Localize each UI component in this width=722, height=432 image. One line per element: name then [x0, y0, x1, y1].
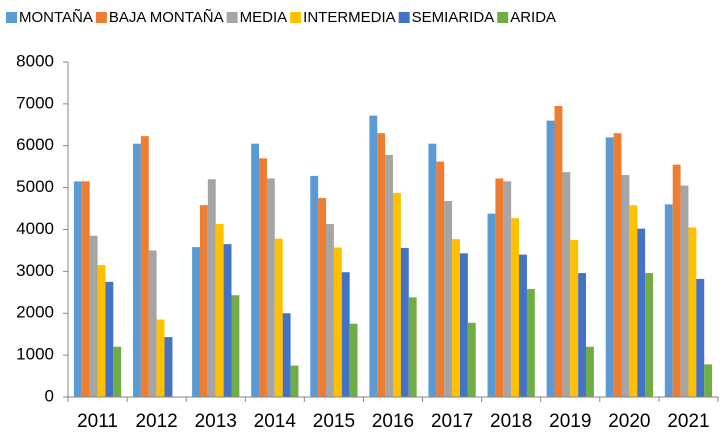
bar — [223, 244, 232, 397]
bar — [81, 181, 90, 397]
y-tick-label: 5000 — [16, 177, 54, 196]
bar — [326, 224, 334, 397]
legend-swatch — [226, 12, 238, 23]
bar — [207, 179, 216, 397]
bar — [621, 175, 630, 397]
bar — [511, 218, 520, 397]
x-tick-label: 2019 — [549, 411, 591, 432]
bar — [393, 193, 401, 397]
bar — [688, 227, 697, 397]
bar — [192, 247, 200, 397]
bar — [369, 115, 378, 397]
bar — [274, 238, 283, 397]
bar — [97, 265, 106, 397]
legend-swatch — [95, 12, 107, 23]
x-tick-label: 2012 — [135, 411, 177, 432]
bar — [148, 250, 157, 397]
y-tick-label: 7000 — [16, 93, 54, 112]
bar — [341, 272, 350, 397]
bar — [156, 319, 165, 397]
bar — [333, 247, 342, 397]
y-tick-label: 4000 — [16, 219, 54, 238]
bar — [133, 143, 141, 397]
legend-label: INTERMEDIA — [303, 9, 396, 26]
x-tick-label: 2013 — [195, 411, 237, 432]
legend-swatch — [497, 12, 509, 23]
legend-swatch — [398, 12, 410, 23]
bar — [519, 254, 527, 397]
bar — [428, 143, 437, 397]
bar — [436, 161, 445, 397]
bar — [282, 313, 291, 397]
x-tick-label: 2020 — [608, 411, 650, 432]
legend-label: MONTAÑA — [19, 9, 93, 26]
bar — [259, 158, 267, 397]
bar — [629, 205, 638, 397]
bar — [562, 172, 571, 397]
y-tick-label: 0 — [45, 386, 54, 405]
bar — [73, 181, 82, 397]
bar — [408, 297, 417, 397]
x-tick-label: 2014 — [254, 411, 297, 432]
legend-label: MEDIA — [240, 9, 288, 26]
bar — [231, 295, 240, 397]
bar — [503, 181, 512, 397]
bar — [578, 273, 587, 397]
bar — [266, 178, 275, 397]
y-tick-label: 6000 — [16, 135, 54, 154]
bar — [459, 253, 468, 397]
bar — [349, 323, 358, 397]
bar — [554, 105, 563, 397]
bar — [672, 164, 681, 397]
bar — [444, 201, 453, 397]
bar — [164, 337, 173, 397]
bar — [452, 239, 460, 397]
x-tick-label: 2015 — [313, 411, 355, 432]
bar — [664, 204, 673, 397]
bar — [140, 136, 149, 397]
bar — [586, 346, 594, 397]
x-tick-label: 2016 — [372, 411, 414, 432]
bar — [400, 247, 409, 397]
legend-label: SEMIARIDA — [412, 9, 495, 26]
bar — [704, 364, 713, 397]
bar — [487, 213, 496, 397]
legend-swatch — [290, 12, 302, 23]
bar — [645, 273, 653, 397]
x-tick-label: 2011 — [77, 411, 118, 432]
bar — [467, 322, 476, 397]
legend-label: ARIDA — [510, 9, 556, 26]
bar — [637, 228, 646, 397]
y-tick-label: 2000 — [16, 303, 54, 322]
bar — [613, 133, 622, 397]
y-tick-label: 1000 — [16, 345, 54, 364]
bar — [680, 185, 689, 397]
bar — [199, 205, 208, 397]
bar — [605, 137, 614, 397]
legend-label: BAJA MONTAÑA — [109, 9, 224, 26]
x-tick-label: 2021 — [667, 411, 709, 432]
bar — [377, 133, 386, 397]
legend-swatch — [6, 12, 17, 23]
bar — [251, 143, 260, 397]
bar — [696, 278, 705, 397]
bar — [290, 365, 299, 397]
y-tick-label: 3000 — [16, 261, 54, 280]
x-tick-label: 2018 — [490, 411, 532, 432]
x-tick-label: 2017 — [431, 411, 473, 432]
bar — [385, 154, 393, 397]
bar — [89, 235, 98, 397]
bar — [526, 288, 535, 397]
bar — [215, 224, 224, 397]
bar — [570, 239, 579, 397]
bar — [105, 281, 114, 397]
bar — [113, 346, 122, 397]
bar — [318, 198, 327, 397]
bar — [310, 175, 319, 397]
bar — [546, 120, 555, 397]
bar — [495, 178, 504, 397]
y-tick-label: 8000 — [16, 51, 54, 70]
